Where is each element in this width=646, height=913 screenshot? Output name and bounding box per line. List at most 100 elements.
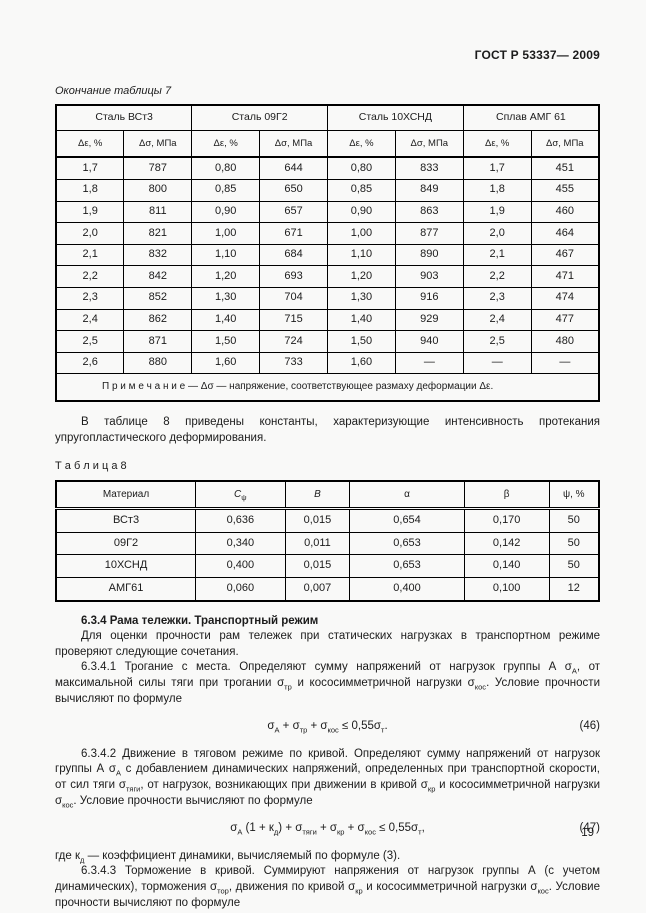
table-cell: 455 bbox=[530, 178, 600, 202]
table-cell: 1,30 bbox=[327, 286, 396, 310]
table-row: ВСт3 0,636 0,015 0,654 0,170 50 bbox=[55, 508, 600, 533]
table8-label: Т а б л и ц а 8 bbox=[55, 460, 127, 473]
table-cell: 852 bbox=[123, 286, 193, 310]
table-cell: 12 bbox=[548, 577, 600, 602]
table-cell: 477 bbox=[530, 308, 600, 332]
table7-note: П р и м е ч а н и е — Δσ — напряжение, с… bbox=[55, 373, 600, 402]
table-cell: 0,007 bbox=[284, 577, 351, 602]
paragraph-intro: Для оценки прочности рам тележек при ста… bbox=[55, 630, 600, 658]
table-cell: 715 bbox=[259, 308, 328, 332]
table7-group-header: Сталь ВСт3 bbox=[55, 104, 193, 131]
table-cell: 704 bbox=[259, 286, 328, 310]
table-row: 2,2 842 1,20 693 1,20 903 2,2 471 bbox=[55, 265, 600, 288]
table-cell: 0,015 bbox=[284, 508, 351, 533]
table8-header-cell: ψ, % bbox=[548, 480, 600, 511]
table-cell: 2,3 bbox=[55, 286, 125, 310]
table-cell: 787 bbox=[123, 156, 193, 180]
page-number: 19 bbox=[581, 827, 594, 839]
table-cell: 09Г2 bbox=[55, 531, 197, 556]
table-cell: 1,9 bbox=[462, 200, 532, 224]
table-row: 2,4 862 1,40 715 1,40 929 2,4 477 bbox=[55, 308, 600, 332]
table7-note-row: П р и м е ч а н и е — Δσ — напряжение, с… bbox=[55, 373, 600, 402]
table-cell: 451 bbox=[530, 156, 600, 180]
table-cell: 849 bbox=[394, 178, 464, 202]
table7-head: Сталь ВСт3 Сталь 09Г2 Сталь 10ХСНД Сплав… bbox=[55, 104, 600, 159]
table-cell: 1,00 bbox=[327, 222, 396, 245]
table-cell: 460 bbox=[530, 200, 600, 224]
table-cell: 0,060 bbox=[195, 577, 286, 602]
table-cell: 671 bbox=[259, 222, 328, 245]
table-cell: 0,653 bbox=[349, 531, 465, 556]
table-cell: 50 bbox=[548, 554, 600, 579]
table-cell: 1,7 bbox=[55, 156, 125, 180]
page-content: ГОСТ Р 53337— 2009 Окончание таблицы 7 С… bbox=[55, 48, 600, 913]
table-cell: 0,400 bbox=[349, 577, 465, 602]
table-cell: 800 bbox=[123, 178, 193, 202]
table-cell: 842 bbox=[123, 265, 193, 288]
table-cell: 929 bbox=[394, 308, 464, 332]
table-cell: 1,00 bbox=[191, 222, 261, 245]
table-cell: 0,100 bbox=[463, 577, 550, 602]
table-cell: 2,0 bbox=[462, 222, 532, 245]
table-cell: 1,20 bbox=[191, 265, 261, 288]
table-cell: 1,7 bbox=[462, 156, 532, 180]
table-cell: 0,636 bbox=[195, 508, 286, 533]
table-cell: 862 bbox=[123, 308, 193, 332]
table-cell: 903 bbox=[394, 265, 464, 288]
table-row: 09Г2 0,340 0,011 0,653 0,142 50 bbox=[55, 531, 600, 556]
table-cell: 1,50 bbox=[191, 330, 261, 353]
formula-46: σА + σтр + σкос ≤ 0,55σт. (46) bbox=[55, 719, 600, 735]
paragraph-6343: 6.3.4.3 Торможение в кривой. Суммируют н… bbox=[55, 865, 600, 909]
table7-subheader-row: Δε, % Δσ, МПа Δε, % Δσ, МПа Δε, % Δσ, МПа Δε, … bbox=[55, 129, 600, 159]
table-cell: 916 bbox=[394, 286, 464, 310]
table-cell: — bbox=[530, 351, 600, 375]
paragraph-6341: 6.3.4.1 Трогание с места. Определяют сум… bbox=[55, 661, 600, 705]
table-cell: 0,015 bbox=[284, 554, 351, 579]
table-cell: 833 bbox=[394, 156, 464, 180]
table-cell: 50 bbox=[548, 508, 600, 533]
table-cell: 2,3 bbox=[462, 286, 532, 310]
table-cell: 1,10 bbox=[327, 243, 396, 267]
table-cell: 871 bbox=[123, 330, 193, 353]
table-cell: 0,654 bbox=[349, 508, 465, 533]
table-cell: Δε, % bbox=[462, 129, 532, 159]
table-cell: 0,400 bbox=[195, 554, 286, 579]
table-cell: 50 bbox=[548, 531, 600, 556]
table-cell: 880 bbox=[123, 351, 193, 375]
table8-header-cell: Cψ bbox=[195, 480, 286, 511]
table-cell: 877 bbox=[394, 222, 464, 245]
table-cell: Δσ, МПа bbox=[259, 129, 328, 159]
formula-46-body: σА + σтр + σкос ≤ 0,55σт. bbox=[267, 720, 388, 735]
table-cell: 2,0 bbox=[55, 222, 125, 245]
table-cell: 1,8 bbox=[55, 178, 125, 202]
table-cell: Δε, % bbox=[327, 129, 396, 159]
table-cell: 693 bbox=[259, 265, 328, 288]
table-cell: 1,60 bbox=[191, 351, 261, 375]
table-cell: 1,9 bbox=[55, 200, 125, 224]
table-cell: 821 bbox=[123, 222, 193, 245]
table-cell: 1,60 bbox=[327, 351, 396, 375]
table-cell: Δσ, МПа bbox=[530, 129, 600, 159]
table-cell: 0,85 bbox=[191, 178, 261, 202]
table-cell: ВСт3 bbox=[55, 508, 197, 533]
table-cell: 2,4 bbox=[462, 308, 532, 332]
table-cell: 0,142 bbox=[463, 531, 550, 556]
table-cell: 0,90 bbox=[327, 200, 396, 224]
table-row: 1,9 811 0,90 657 0,90 863 1,9 460 bbox=[55, 200, 600, 224]
table-row: 1,7 787 0,80 644 0,80 833 1,7 451 bbox=[55, 156, 600, 180]
table-row: 1,8 800 0,85 650 0,85 849 1,8 455 bbox=[55, 178, 600, 202]
table8-header-row: Материал Cψ B α β ψ, % bbox=[55, 480, 600, 511]
table-row: АМГ61 0,060 0,007 0,400 0,100 12 bbox=[55, 577, 600, 602]
table7-group-header-row: Сталь ВСт3 Сталь 09Г2 Сталь 10ХСНД Сплав… bbox=[55, 104, 600, 131]
table-cell: 1,30 bbox=[191, 286, 261, 310]
table-cell: 724 bbox=[259, 330, 328, 353]
doc-code-header: ГОСТ Р 53337— 2009 bbox=[474, 48, 600, 62]
table-cell: 2,6 bbox=[55, 351, 125, 375]
table7-group-header: Сталь 10ХСНД bbox=[327, 104, 464, 131]
table-cell: Δε, % bbox=[191, 129, 261, 159]
table-row: 2,5 871 1,50 724 1,50 940 2,5 480 bbox=[55, 330, 600, 353]
table-cell: 733 bbox=[259, 351, 328, 375]
paragraph-where-47: где кд — коэффициент динамики, вычисляем… bbox=[55, 849, 401, 865]
table8: Материал Cψ B α β ψ, % ВСт3 0,636 0,015 0,6… bbox=[55, 479, 600, 602]
table7-note-body: П р и м е ч а н и е — Δσ — напряжение, с… bbox=[55, 373, 600, 402]
